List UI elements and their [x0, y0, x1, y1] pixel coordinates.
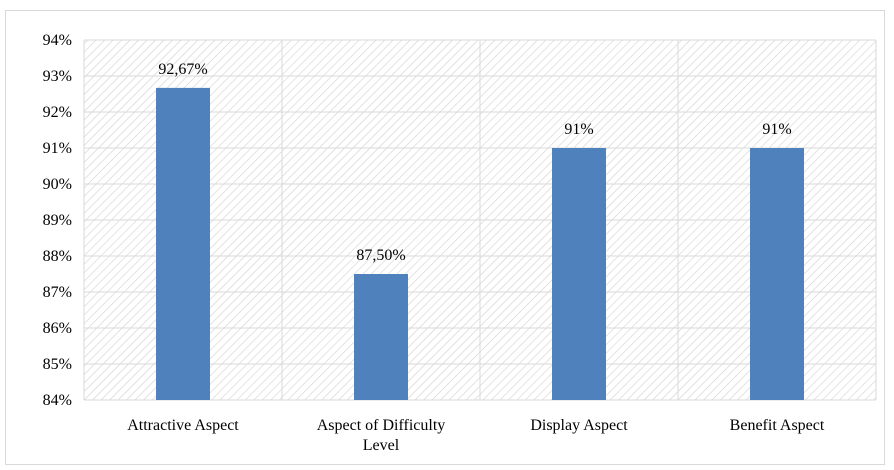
bar — [156, 87, 210, 400]
x-axis: Attractive Aspect Aspect of Difficulty Lev… — [127, 417, 825, 454]
bars — [156, 87, 804, 400]
y-tick-label: 88% — [43, 248, 72, 265]
x-category-label: Benefit Aspect — [730, 417, 825, 434]
y-tick-label: 84% — [43, 392, 72, 409]
y-tick-label: 94% — [43, 32, 72, 49]
y-tick-label: 91% — [43, 140, 72, 157]
x-category-label: Aspect of Difficulty — [317, 417, 446, 434]
x-category-label: Attractive Aspect — [127, 417, 239, 434]
y-tick-label: 93% — [43, 68, 72, 85]
y-axis: 84% 85% 86% 87% 88% 89% 90% 91% 92% 93% 94% — [43, 32, 72, 409]
data-labels: 92,67% 87,50% 91% 91% — [158, 61, 791, 264]
x-category-label: Display Aspect — [530, 417, 628, 434]
y-tick-label: 85% — [43, 356, 72, 373]
data-label: 91% — [564, 121, 593, 138]
data-label: 92,67% — [158, 61, 207, 78]
y-tick-label: 89% — [43, 212, 72, 229]
bar — [750, 148, 804, 400]
bar — [552, 148, 606, 400]
data-label: 87,50% — [356, 247, 405, 264]
y-tick-label: 87% — [43, 284, 72, 301]
gridlines — [83, 39, 877, 401]
y-tick-label: 86% — [43, 320, 72, 337]
y-tick-label: 90% — [43, 176, 72, 193]
x-category-label: Level — [363, 437, 400, 454]
data-label: 91% — [762, 121, 791, 138]
y-tick-label: 92% — [43, 104, 72, 121]
bar — [354, 274, 408, 400]
